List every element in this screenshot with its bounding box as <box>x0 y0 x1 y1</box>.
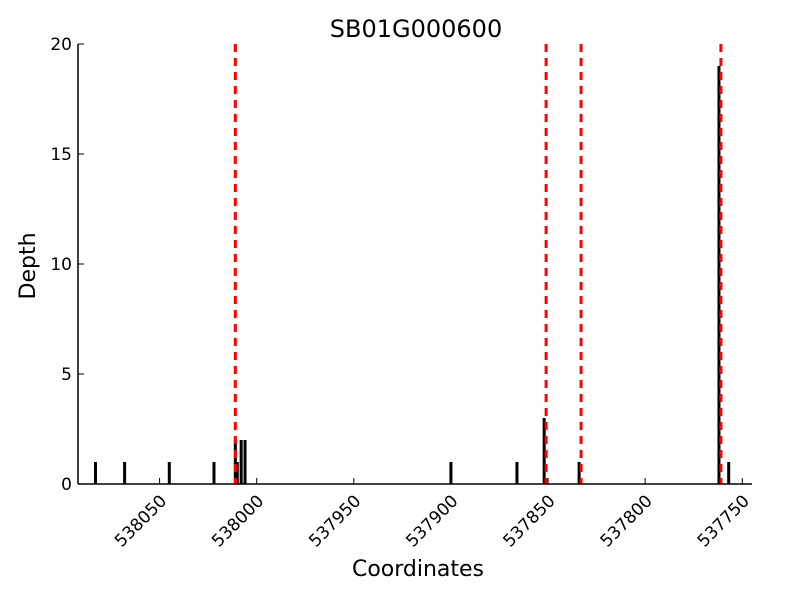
y-axis-label: Depth <box>16 232 41 299</box>
depth-bar-7 <box>243 440 247 484</box>
y-tick-label-4: 20 <box>50 35 72 55</box>
depth-bar-12 <box>717 66 721 484</box>
x-tick-label-0: 538050 <box>111 491 171 551</box>
bars-layer <box>93 66 731 484</box>
y-tick-label-2: 10 <box>50 255 72 275</box>
chart-title: SB01G000600 <box>330 15 502 43</box>
depth-bar-3 <box>212 462 216 484</box>
x-tick-label-3: 537900 <box>402 491 462 551</box>
depth-bar-0 <box>93 462 97 484</box>
y-ticks: 0 5 10 15 20 <box>50 35 84 495</box>
x-tick-label-5: 537800 <box>597 491 657 551</box>
x-tick-label-2: 537950 <box>305 491 365 551</box>
depth-bar-13 <box>727 462 731 484</box>
depth-bar-8 <box>449 462 453 484</box>
x-tick-label-4: 537850 <box>500 491 560 551</box>
depth-bar-5 <box>235 462 239 484</box>
depth-bar-6 <box>239 440 243 484</box>
x-tick-label-6: 537750 <box>694 491 754 551</box>
depth-bar-2 <box>167 462 171 484</box>
vlines-layer <box>233 44 723 484</box>
y-tick-label-3: 15 <box>50 145 72 165</box>
x-axis-label: Coordinates <box>352 557 484 582</box>
depth-bar-9 <box>515 462 519 484</box>
depth-bar-11 <box>577 462 581 484</box>
depth-bar-10 <box>542 418 546 484</box>
depth-bar-4 <box>233 440 237 484</box>
x-ticks: 538050 538000 537950 537900 537850 537800 5377… <box>111 478 754 551</box>
depth-bar-1 <box>123 462 127 484</box>
y-tick-label-0: 0 <box>61 475 72 495</box>
x-tick-label-1: 538000 <box>208 491 268 551</box>
y-tick-label-1: 5 <box>61 365 72 385</box>
